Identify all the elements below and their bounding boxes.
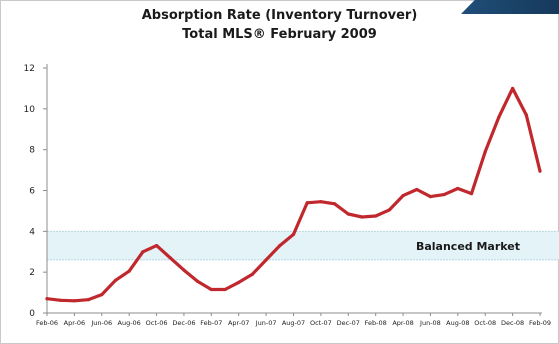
x-tick-label: Apr-06 (64, 319, 85, 327)
data-point (332, 202, 337, 206)
balanced-market-band (47, 231, 559, 260)
data-point (196, 279, 200, 283)
x-tick-label: Dec-07 (337, 319, 360, 327)
data-point (387, 208, 391, 212)
x-tick-label: Jun-08 (419, 319, 441, 327)
x-tick-label: Oct-08 (474, 319, 496, 327)
data-point (442, 192, 446, 197)
data-point (86, 298, 90, 302)
x-tick-label: Apr-07 (228, 319, 249, 327)
data-point (346, 212, 350, 216)
y-tick-label: 8 (29, 146, 35, 156)
y-tick-label: 6 (29, 187, 35, 197)
data-point (456, 186, 460, 191)
data-point (360, 215, 364, 219)
x-tick-label: Feb-07 (200, 319, 222, 327)
data-point (237, 280, 241, 284)
x-tick-label: Oct-06 (146, 319, 168, 327)
y-tick-label: 4 (29, 227, 35, 237)
labels-group: Balanced Market 0 2 4 6 8 10 12 Feb-06 Apr-06 Jun-… (24, 64, 552, 327)
data-point (278, 244, 282, 248)
x-tick-label: Jun-07 (255, 319, 277, 327)
corner-decoration (461, 0, 559, 14)
y-tick-label: 10 (24, 105, 36, 115)
series-line (45, 86, 542, 303)
data-point (538, 169, 542, 173)
data-point (319, 200, 323, 204)
data-point (182, 268, 186, 272)
x-tick-label: Oct-07 (310, 319, 332, 327)
data-point (59, 298, 63, 302)
x-tick-label: Feb-08 (365, 319, 387, 327)
series-group (45, 86, 542, 303)
x-tick-label: Feb-06 (36, 319, 58, 327)
data-point (469, 191, 474, 196)
data-point (483, 150, 487, 154)
data-point (168, 256, 172, 260)
data-point (250, 272, 255, 276)
data-point (415, 187, 419, 192)
data-point (374, 214, 378, 218)
data-point (72, 299, 76, 303)
data-point (401, 194, 405, 198)
data-point (209, 287, 213, 292)
x-tick-label: Feb-09 (529, 319, 551, 327)
data-point (223, 287, 227, 292)
data-point (291, 232, 296, 236)
balanced-market-band-group (47, 230, 559, 261)
chart-subtitle: Total MLS® February 2009 (182, 27, 377, 42)
x-tick-label: Jun-06 (90, 319, 112, 327)
x-tick-label: Dec-08 (501, 319, 524, 327)
y-tick-label: 12 (24, 64, 35, 74)
data-point (45, 297, 49, 301)
band-label: Balanced Market (416, 240, 520, 253)
axes-group (43, 64, 542, 316)
data-point (511, 86, 515, 91)
data-point (113, 278, 118, 282)
data-point (264, 258, 268, 262)
data-point (154, 244, 159, 248)
y-tick-label: 0 (29, 309, 35, 319)
data-point (305, 201, 309, 205)
data-point (100, 293, 104, 297)
data-point (127, 269, 131, 273)
data-point (141, 250, 145, 254)
x-tick-label: Aug-07 (282, 319, 305, 327)
x-tick-label: Apr-08 (392, 319, 413, 327)
chart-title: Absorption Rate (Inventory Turnover) (141, 8, 418, 23)
data-point (428, 195, 433, 199)
data-point (524, 113, 528, 117)
chart-title-block: Absorption Rate (Inventory Turnover) Tot… (0, 6, 559, 44)
x-tick-label: Dec-06 (172, 319, 195, 327)
y-tick-label: 2 (29, 268, 35, 278)
x-tick-label: Aug-06 (118, 319, 141, 327)
data-point (497, 115, 501, 119)
x-tick-label: Aug-08 (446, 319, 469, 327)
